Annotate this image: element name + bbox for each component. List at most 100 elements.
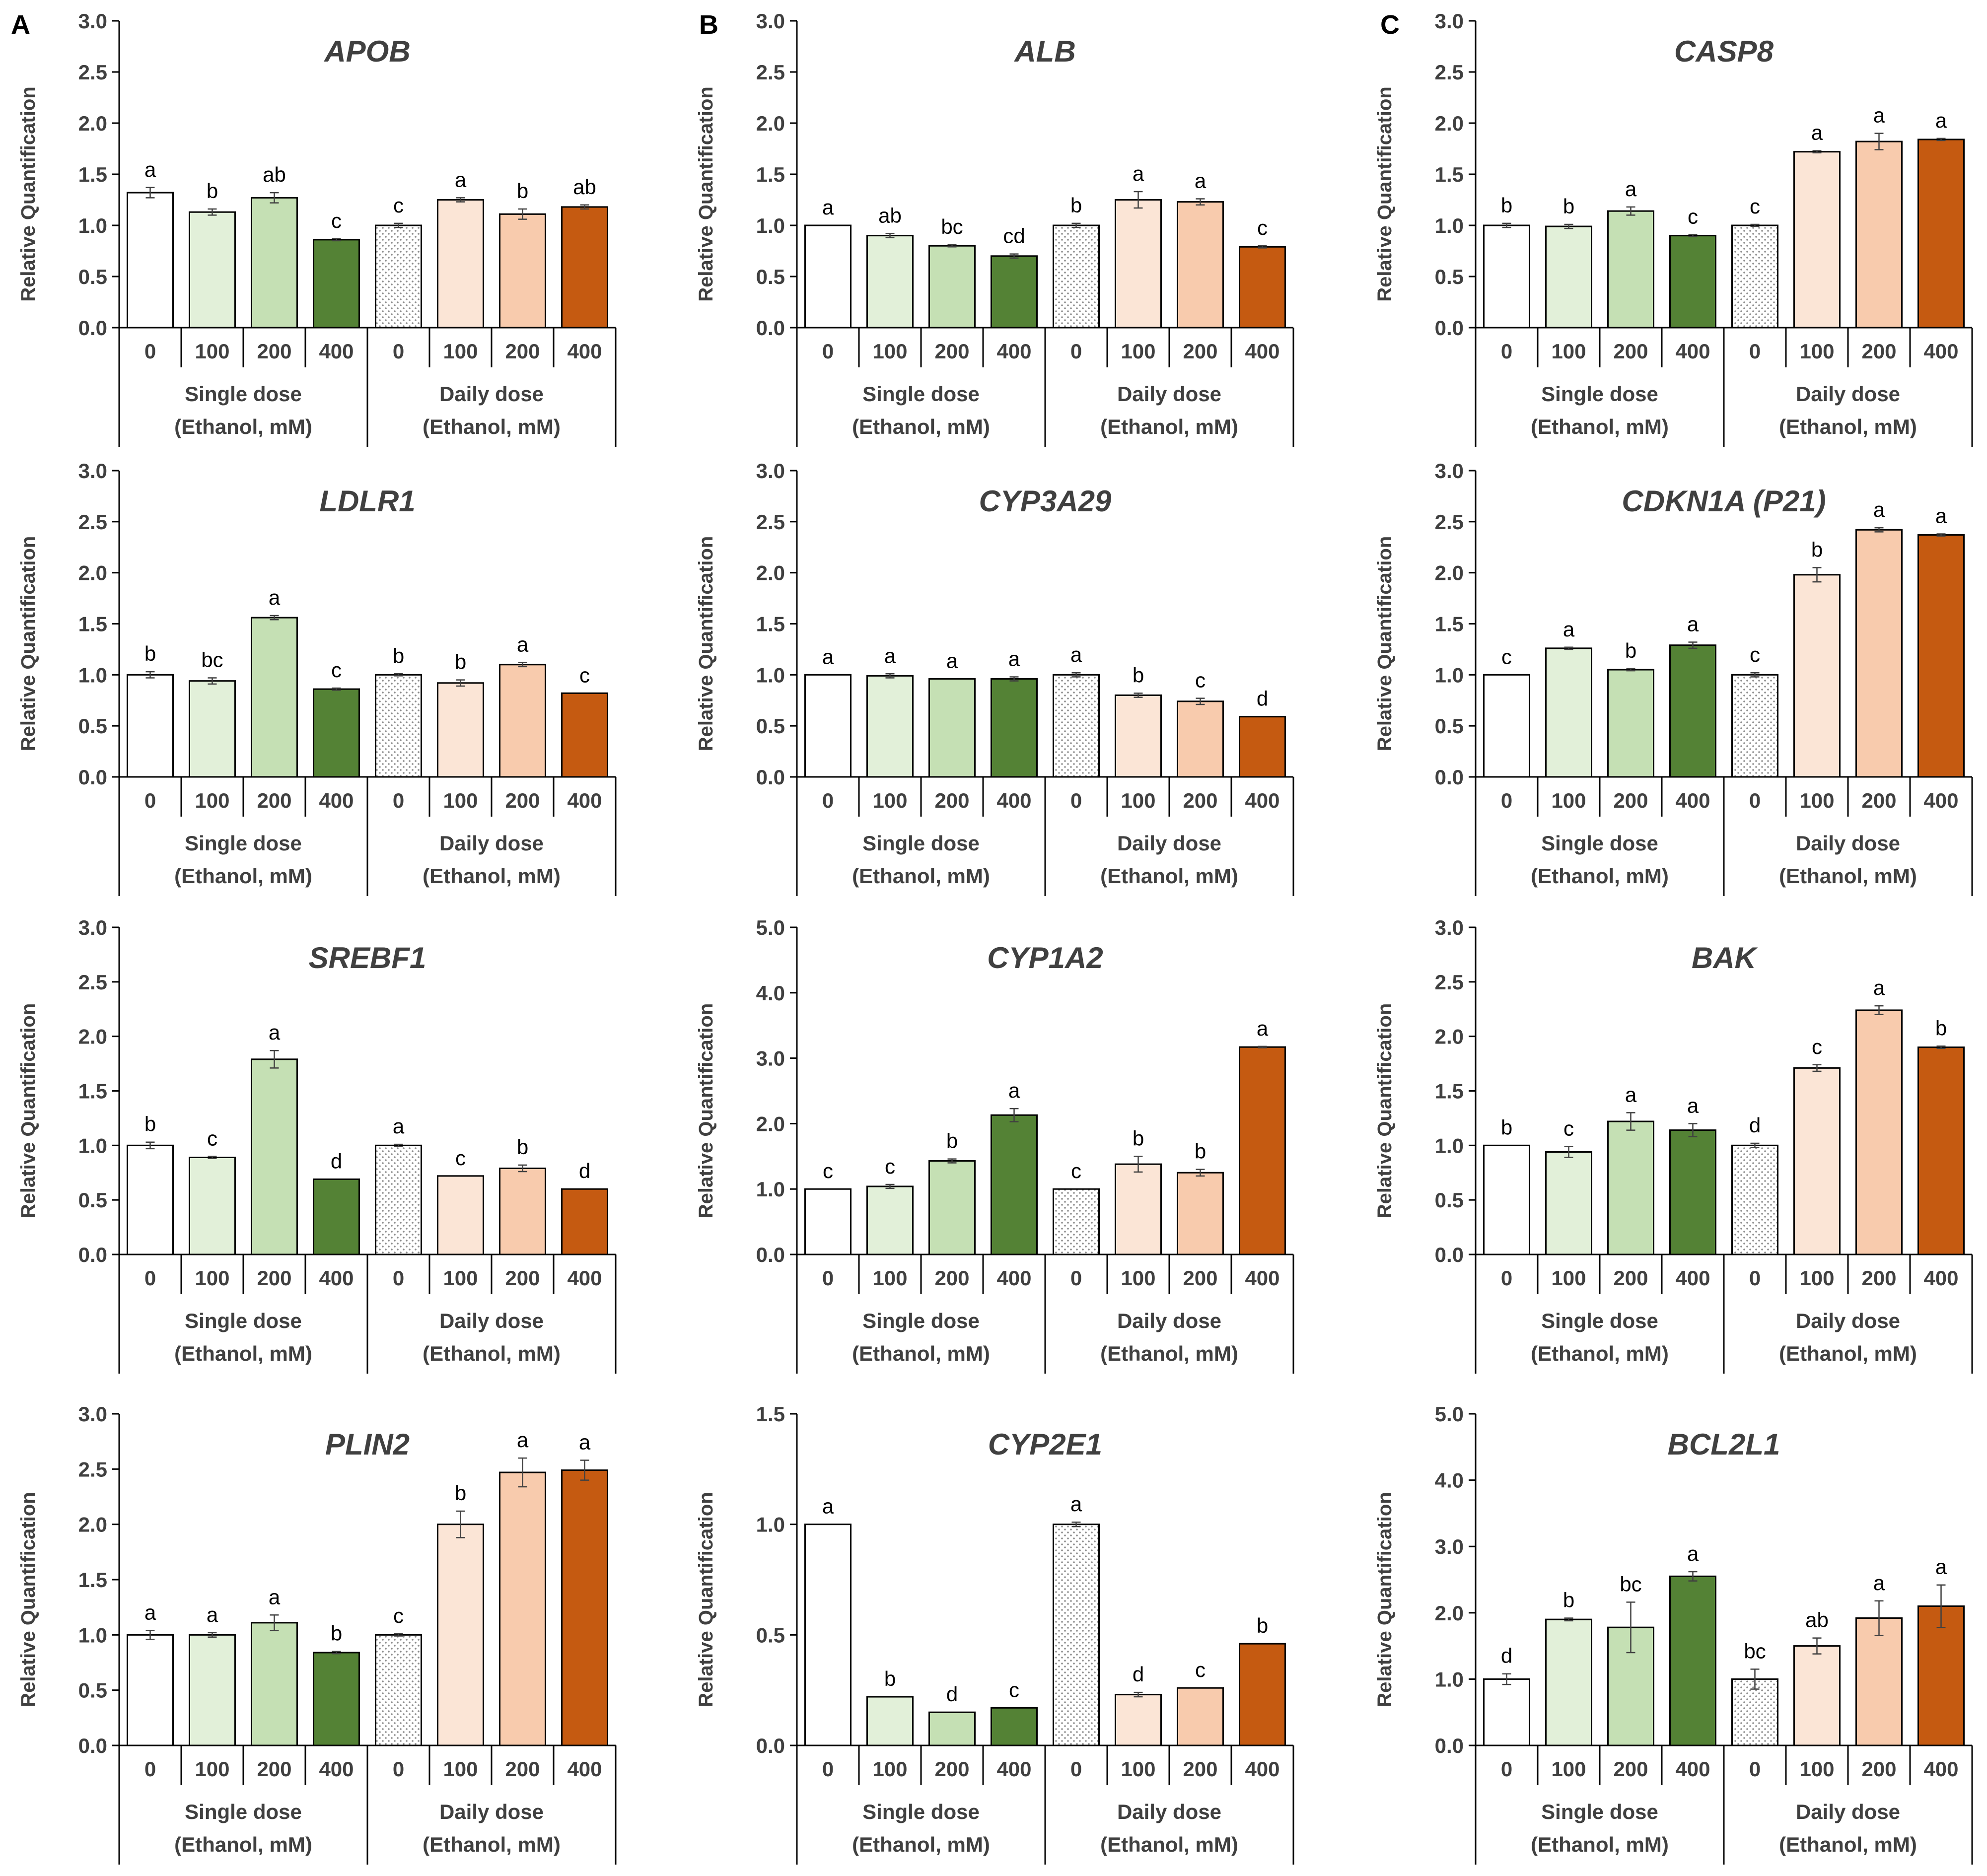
bar-single-dose-200 [251, 1058, 298, 1255]
y-tick-label: 2.0 [78, 1513, 107, 1536]
significance-letter: a [1133, 162, 1144, 185]
y-tick-label: 0.5 [756, 714, 785, 738]
bar-single-dose-100 [189, 211, 236, 329]
bar-daily-dose-0 [1731, 224, 1778, 329]
group-label: Daily dose [1117, 1800, 1221, 1823]
y-tick-label: 1.0 [1435, 663, 1464, 687]
y-tick-label: 1.5 [756, 1402, 785, 1426]
x-tick-label: 400 [1675, 340, 1710, 363]
bar-daily-dose-200 [1177, 1172, 1224, 1255]
x-tick-label: 0 [1749, 789, 1761, 812]
bar-single-dose-200 [928, 1711, 976, 1746]
bar-single-dose-0 [127, 1144, 174, 1255]
group-label: Single dose [1541, 1800, 1658, 1823]
y-tick-label: 2.5 [78, 971, 107, 994]
group-label: Daily dose [1796, 1800, 1900, 1823]
significance-letter: a [1008, 1079, 1020, 1102]
bar-daily-dose-100 [1115, 1694, 1162, 1746]
y-tick-label: 0.0 [756, 316, 785, 340]
bar-single-dose-0 [127, 1634, 174, 1746]
y-tick-label: 0.0 [1435, 765, 1464, 789]
bar-daily-dose-400 [1917, 139, 1965, 329]
y-tick-label: 2.5 [78, 510, 107, 534]
x-tick-label: 100 [443, 340, 478, 363]
significance-letter: a [1935, 1555, 1947, 1579]
bar-daily-dose-0 [375, 674, 422, 778]
x-tick-label: 200 [257, 1266, 291, 1290]
x-tick-label: 0 [1070, 789, 1082, 812]
y-tick-label: 1.0 [1435, 1134, 1464, 1157]
bar-single-dose-100 [866, 235, 914, 329]
x-tick-label: 100 [1799, 1266, 1834, 1290]
bar-daily-dose-400 [561, 1188, 608, 1255]
y-tick-label: 0.5 [1435, 1188, 1464, 1212]
y-tick-label: 0.0 [78, 765, 107, 789]
y-axis-label: Relative Quantification [1374, 1003, 1396, 1218]
x-tick-label: 100 [872, 789, 907, 812]
significance-letter: d [579, 1159, 590, 1182]
bar-single-dose-100 [189, 1156, 236, 1255]
group-unit-label: (Ethanol, mM) [1779, 864, 1917, 888]
significance-letter: d [1501, 1644, 1512, 1668]
bar-daily-dose-200 [1855, 140, 1903, 329]
x-tick-label: 200 [1183, 789, 1217, 812]
significance-letter: c [1812, 1035, 1822, 1058]
x-tick-label: 200 [257, 340, 291, 363]
x-tick-label: 400 [567, 340, 602, 363]
group-unit-label: (Ethanol, mM) [423, 1342, 561, 1365]
significance-letter: a [1008, 647, 1020, 670]
bar-single-dose-200 [928, 1160, 976, 1255]
bar-single-dose-400 [1669, 1129, 1716, 1255]
bar-single-dose-200 [928, 245, 976, 329]
x-tick-label: 100 [1121, 1266, 1155, 1290]
y-tick-label: 2.0 [78, 561, 107, 585]
significance-letter: c [823, 1159, 833, 1182]
bar-single-dose-200 [1607, 1120, 1654, 1255]
chart-cdkn1a-p21: 0.0 0.5 1.0 1.5 2.0 2.5 3.0 Relative Quantifica… [1374, 459, 1973, 896]
significance-letter: b [517, 179, 528, 203]
x-tick-label: 0 [1749, 340, 1761, 363]
y-tick-label: 3.0 [78, 9, 107, 33]
significance-letter: a [1625, 1083, 1637, 1106]
bar-single-dose-400 [1669, 644, 1716, 778]
x-tick-label: 200 [1861, 789, 1896, 812]
significance-letter: a [393, 1114, 405, 1138]
y-tick-label: 0.0 [1435, 316, 1464, 340]
x-tick-label: 0 [822, 1757, 834, 1781]
bar-daily-dose-0 [1053, 1524, 1100, 1746]
bar-single-dose-400 [991, 255, 1038, 329]
group-label: Single dose [862, 1800, 980, 1823]
significance-letter: c [455, 1146, 466, 1170]
panel-label-c: C [1380, 10, 1400, 40]
significance-letter: a [822, 196, 834, 219]
x-tick-label: 400 [1245, 1757, 1279, 1781]
significance-letter: c [1195, 1658, 1206, 1681]
bar-daily-dose-200 [1177, 201, 1224, 329]
bar-single-dose-200 [1607, 669, 1654, 778]
significance-letter: a [269, 1585, 281, 1608]
x-tick-label: 200 [1183, 340, 1217, 363]
chart-bak: 0.0 0.5 1.0 1.5 2.0 2.5 3.0 Relative Quantifica… [1374, 916, 1973, 1374]
significance-letter: b [455, 1481, 466, 1505]
y-tick-label: 5.0 [756, 916, 785, 939]
y-tick-label: 2.0 [1435, 112, 1464, 135]
bar-daily-dose-100 [437, 682, 484, 778]
chart-title: CASP8 [1674, 35, 1774, 68]
chart-title: PLIN2 [325, 1428, 410, 1461]
x-tick-label: 100 [1551, 789, 1586, 812]
bar-daily-dose-200 [1177, 700, 1224, 778]
chart-srebf1: 0.0 0.5 1.0 1.5 2.0 2.5 3.0 Relative Quantifica… [17, 916, 617, 1374]
bar-single-dose-0 [127, 674, 174, 778]
y-tick-label: 4.0 [756, 981, 785, 1005]
significance-letter: bc [1744, 1639, 1766, 1663]
chart-cyp2e1: 0.0 0.5 1.0 1.5 Relative Quantification a 0 b 10… [695, 1402, 1294, 1865]
x-tick-label: 0 [1749, 1757, 1761, 1781]
group-label: Single dose [862, 1309, 980, 1332]
x-tick-label: 0 [144, 1266, 156, 1290]
bar-daily-dose-0 [1731, 1144, 1778, 1255]
significance-letter: c [1750, 643, 1760, 666]
x-tick-label: 0 [144, 340, 156, 363]
group-unit-label: (Ethanol, mM) [852, 864, 990, 888]
group-unit-label: (Ethanol, mM) [1779, 1342, 1917, 1365]
x-tick-label: 400 [1245, 340, 1279, 363]
